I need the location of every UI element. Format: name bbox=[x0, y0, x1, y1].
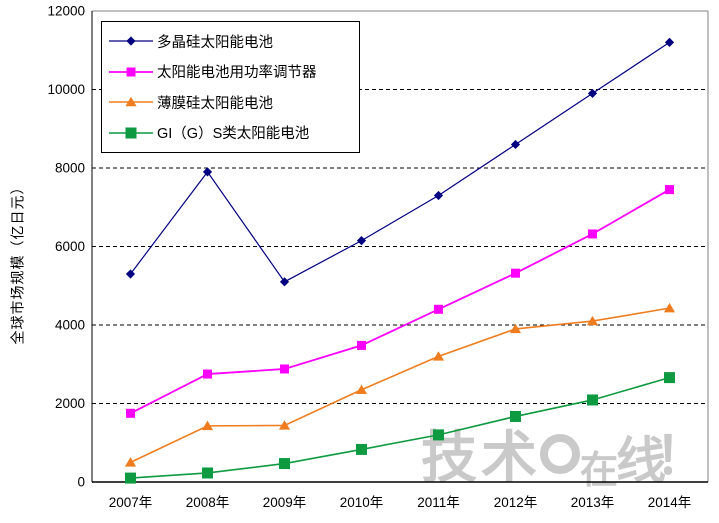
x-tick-label: 2007年 bbox=[109, 495, 153, 510]
watermark-exclamation: ！ bbox=[655, 428, 708, 486]
data-point-square bbox=[588, 229, 597, 239]
x-tick-label: 2011年 bbox=[417, 495, 460, 510]
data-point-diamond bbox=[510, 139, 521, 150]
data-point-square bbox=[125, 472, 136, 484]
series-line-0 bbox=[130, 41, 670, 283]
data-point-diamond bbox=[202, 167, 213, 177]
legend-item: GI（G）S类太阳能电池 bbox=[108, 118, 353, 148]
data-point-triangle bbox=[663, 302, 676, 313]
data-point-square bbox=[356, 443, 367, 455]
legend-label: 多晶硅太阳能电池 bbox=[157, 34, 273, 51]
watermark-text: 在 bbox=[580, 450, 619, 492]
data-point-diamond bbox=[356, 236, 367, 246]
y-tick-label: 8000 bbox=[55, 161, 85, 176]
magnifier-ring-icon bbox=[540, 434, 580, 474]
data-point-triangle bbox=[355, 384, 368, 394]
data-point-square bbox=[202, 467, 213, 479]
data-point-triangle bbox=[278, 420, 291, 430]
legend-item: 薄膜硅太阳能电池 bbox=[108, 87, 353, 117]
series-line-2 bbox=[130, 307, 670, 464]
data-point-diamond bbox=[279, 277, 290, 287]
legend: 多晶硅太阳能电池太阳能电池用功率调节器 薄膜硅太阳能电池 GI（G）S类太阳能电池 bbox=[101, 21, 360, 153]
legend-square-icon bbox=[109, 67, 153, 77]
data-point-diamond bbox=[664, 37, 675, 47]
series-line-3 bbox=[130, 376, 670, 479]
x-tick-label: 2014年 bbox=[648, 495, 692, 510]
x-tick-label: 2013年 bbox=[571, 495, 615, 510]
data-point-square bbox=[126, 408, 135, 418]
data-point-diamond bbox=[587, 88, 598, 99]
data-point-triangle bbox=[124, 457, 137, 467]
data-point-square bbox=[357, 340, 366, 350]
data-point-square bbox=[280, 364, 289, 374]
y-tick-label: 4000 bbox=[55, 318, 85, 333]
x-tick-label: 2012年 bbox=[494, 495, 538, 510]
data-point-triangle bbox=[432, 351, 445, 361]
y-tick-label: 12000 bbox=[47, 4, 85, 19]
legend-item: 多晶硅太阳能电池 bbox=[108, 26, 353, 56]
legend-triangle-icon bbox=[109, 97, 153, 107]
series-line-1 bbox=[130, 188, 670, 415]
legend-item: 太阳能电池用功率调节器 bbox=[108, 57, 353, 87]
data-point-square bbox=[511, 268, 520, 278]
data-point-square bbox=[665, 185, 674, 195]
data-point-diamond bbox=[125, 269, 136, 279]
y-axis-title: 全球市场规模（亿日元） bbox=[9, 179, 25, 344]
x-tick-label: 2010年 bbox=[340, 495, 384, 510]
watermark-text: 线 bbox=[616, 433, 666, 489]
data-point-square bbox=[279, 458, 290, 470]
data-point-square bbox=[203, 369, 212, 379]
data-point-triangle bbox=[201, 420, 214, 431]
legend-label: GI（G）S类太阳能电池 bbox=[157, 126, 310, 143]
data-point-triangle bbox=[586, 315, 599, 326]
data-point-square bbox=[510, 410, 521, 422]
data-point-square bbox=[433, 429, 444, 441]
data-point-triangle bbox=[509, 323, 522, 334]
x-tick-label: 2008年 bbox=[186, 495, 230, 510]
data-point-square bbox=[664, 372, 675, 384]
legend-label: 薄膜硅太阳能电池 bbox=[157, 95, 273, 112]
legend-label: 太阳能电池用功率调节器 bbox=[157, 65, 317, 82]
data-point-square bbox=[587, 394, 598, 406]
y-tick-label: 10000 bbox=[47, 82, 85, 97]
y-tick-label: 2000 bbox=[55, 396, 85, 411]
data-point-square bbox=[434, 304, 443, 314]
legend-diamond-icon bbox=[109, 36, 153, 46]
legend-square-large-icon bbox=[109, 127, 153, 139]
x-tick-label: 2009年 bbox=[263, 495, 307, 510]
y-axis-title-wrap: 全球市场规模（亿日元） bbox=[0, 0, 34, 523]
data-point-diamond bbox=[433, 190, 444, 201]
y-tick-label: 6000 bbox=[55, 239, 85, 254]
y-tick-label: 0 bbox=[77, 475, 85, 490]
